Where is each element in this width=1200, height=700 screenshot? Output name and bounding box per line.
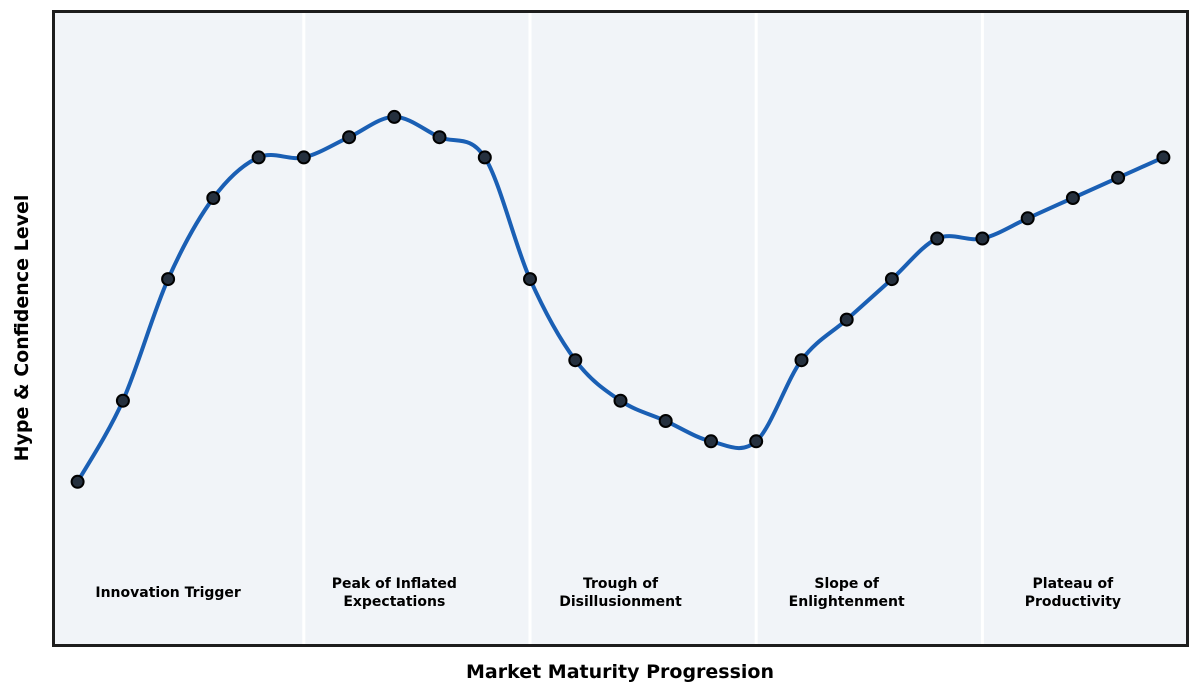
data-point-marker <box>70 474 85 489</box>
data-point-marker <box>975 231 990 246</box>
data-point-marker <box>794 353 809 368</box>
hype-cycle-line-chart <box>55 13 1186 644</box>
data-point-marker <box>477 150 492 165</box>
data-point-marker <box>839 312 854 327</box>
data-point-marker <box>1156 150 1171 165</box>
data-point-marker <box>1111 170 1126 185</box>
data-point-marker <box>251 150 266 165</box>
data-point-marker <box>296 150 311 165</box>
data-point-marker <box>1065 191 1080 205</box>
data-point-marker <box>749 434 764 449</box>
data-point-marker <box>704 434 718 449</box>
data-point-marker <box>432 130 447 145</box>
plot-area: Innovation Trigger Peak of Inflated Expec… <box>52 10 1189 647</box>
data-point-marker <box>206 191 221 205</box>
data-point-marker <box>1020 211 1035 226</box>
hype-curve-path <box>75 114 1166 484</box>
y-axis-label: Hype & Confidence Level <box>11 194 33 462</box>
data-point-marker <box>161 272 176 287</box>
x-axis-label: Market Maturity Progression <box>465 661 775 683</box>
data-point-marker <box>523 272 537 287</box>
data-point-marker <box>930 231 945 246</box>
data-point-marker <box>387 109 402 124</box>
data-point-marker <box>613 393 628 408</box>
data-point-marker <box>568 353 583 368</box>
data-point-marker <box>342 130 357 145</box>
data-point-marker <box>115 393 130 408</box>
data-point-marker <box>658 414 673 428</box>
data-point-marker <box>884 272 899 287</box>
